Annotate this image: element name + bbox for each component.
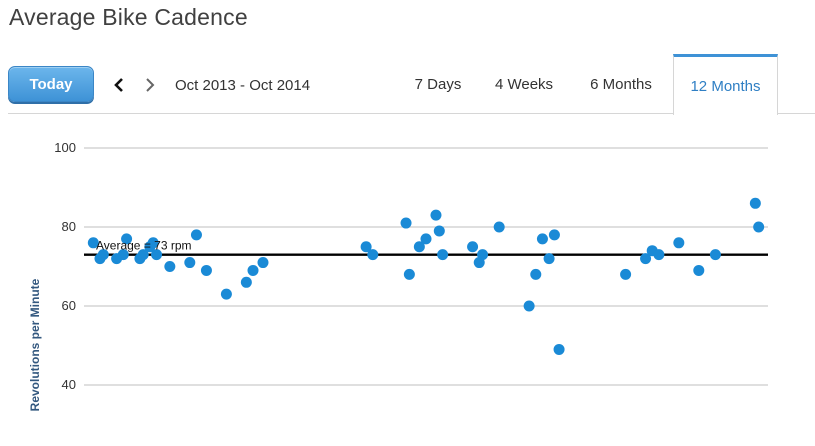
previous-period-button[interactable] xyxy=(110,75,128,95)
data-point[interactable] xyxy=(640,253,652,265)
data-point[interactable] xyxy=(477,249,489,261)
data-point[interactable] xyxy=(190,229,202,241)
data-point[interactable] xyxy=(220,288,232,300)
data-point[interactable] xyxy=(403,268,415,280)
data-point[interactable] xyxy=(240,276,252,288)
data-point[interactable] xyxy=(749,197,761,209)
y-tick-label: 80 xyxy=(62,219,76,234)
data-point[interactable] xyxy=(493,221,505,233)
data-point[interactable] xyxy=(709,249,721,261)
today-button[interactable]: Today xyxy=(8,66,94,102)
y-tick-label: 40 xyxy=(62,377,76,392)
next-period-button[interactable] xyxy=(141,75,159,95)
data-point[interactable] xyxy=(653,249,665,261)
data-point[interactable] xyxy=(467,241,479,253)
data-point[interactable] xyxy=(247,264,259,276)
data-point[interactable] xyxy=(753,221,765,233)
date-range-label: Oct 2013 - Oct 2014 xyxy=(175,77,311,94)
chevron-left-icon xyxy=(114,78,123,92)
chevron-right-icon xyxy=(146,78,155,92)
data-point[interactable] xyxy=(693,264,705,276)
data-point[interactable] xyxy=(200,264,212,276)
data-point[interactable] xyxy=(151,249,163,261)
tabs-divider xyxy=(8,113,815,114)
data-point[interactable] xyxy=(420,233,432,245)
y-tick-label: 100 xyxy=(54,140,76,155)
data-point[interactable] xyxy=(117,249,129,261)
data-point[interactable] xyxy=(257,257,269,269)
data-point[interactable] xyxy=(548,229,560,241)
tab-4-weeks[interactable]: 4 Weeks xyxy=(494,75,554,93)
data-point[interactable] xyxy=(553,343,565,355)
data-point[interactable] xyxy=(413,241,425,253)
data-point[interactable] xyxy=(360,241,372,253)
average-label: Average = 73 rpm xyxy=(96,239,192,253)
tab-12-months[interactable]: 12 Months xyxy=(673,54,778,115)
data-point[interactable] xyxy=(620,268,632,280)
data-point[interactable] xyxy=(147,237,159,249)
tab-7-days[interactable]: 7 Days xyxy=(414,75,462,93)
data-point[interactable] xyxy=(367,249,379,261)
data-point[interactable] xyxy=(121,233,133,245)
data-point[interactable] xyxy=(673,237,685,249)
data-point[interactable] xyxy=(97,249,109,261)
tab-6-months[interactable]: 6 Months xyxy=(590,75,652,93)
y-tick-label: 60 xyxy=(62,298,76,313)
data-point[interactable] xyxy=(164,261,176,272)
page-title: Average Bike Cadence xyxy=(9,4,248,30)
data-point[interactable] xyxy=(137,249,149,261)
data-point[interactable] xyxy=(536,233,548,245)
data-point[interactable] xyxy=(430,209,442,221)
data-point[interactable] xyxy=(530,268,542,280)
data-point[interactable] xyxy=(523,300,535,312)
data-point[interactable] xyxy=(184,257,196,269)
data-point[interactable] xyxy=(87,237,99,249)
data-point[interactable] xyxy=(400,217,412,229)
data-point[interactable] xyxy=(543,253,555,265)
data-point[interactable] xyxy=(433,225,445,237)
data-point[interactable] xyxy=(437,249,449,261)
y-axis-label: Revolutions per Minute xyxy=(28,278,42,412)
